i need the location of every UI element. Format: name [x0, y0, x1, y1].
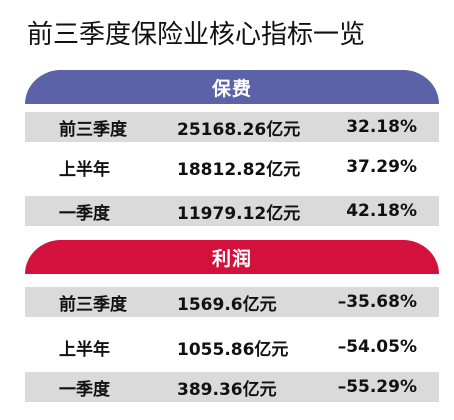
growth-cell: 32.18%: [346, 117, 417, 137]
profit-section-header: 利润: [25, 240, 439, 274]
value-cell: 25168.26亿元: [177, 119, 301, 140]
table-row: 前三季度 25168.26亿元 32.18%: [25, 112, 439, 142]
period-cell: 前三季度: [59, 119, 127, 140]
value-cell: 11979.12亿元: [177, 203, 301, 224]
value-cell: 389.36亿元: [177, 379, 277, 400]
premium-section-header: 保费: [25, 70, 439, 104]
growth-cell: 42.18%: [346, 201, 417, 221]
period-cell: 一季度: [59, 379, 110, 400]
growth-cell: –35.68%: [337, 292, 417, 312]
growth-cell: 37.29%: [346, 157, 417, 177]
value-cell: 1055.86亿元: [177, 339, 289, 360]
page-title: 前三季度保险业核心指标一览: [27, 20, 366, 50]
growth-cell: –54.05%: [337, 337, 417, 357]
profit-header-label: 利润: [211, 247, 252, 270]
table-row: 前三季度 1569.6亿元 –35.68%: [25, 287, 439, 317]
value-cell: 18812.82亿元: [177, 159, 301, 180]
infographic-card: 前三季度保险业核心指标一览 保费 前三季度 25168.26亿元 32.18% …: [21, 0, 439, 420]
period-cell: 上半年: [59, 339, 110, 360]
growth-cell: –55.29%: [337, 377, 417, 397]
period-cell: 前三季度: [59, 294, 127, 315]
value-cell: 1569.6亿元: [177, 294, 277, 315]
table-row: 一季度 389.36亿元 –55.29%: [25, 372, 439, 402]
premium-header-label: 保费: [211, 77, 252, 100]
period-cell: 上半年: [59, 159, 110, 180]
table-row: 一季度 11979.12亿元 42.18%: [25, 196, 439, 226]
table-row: 上半年 1055.86亿元 –54.05%: [25, 332, 439, 362]
period-cell: 一季度: [59, 203, 110, 224]
table-row: 上半年 18812.82亿元 37.29%: [25, 152, 439, 182]
